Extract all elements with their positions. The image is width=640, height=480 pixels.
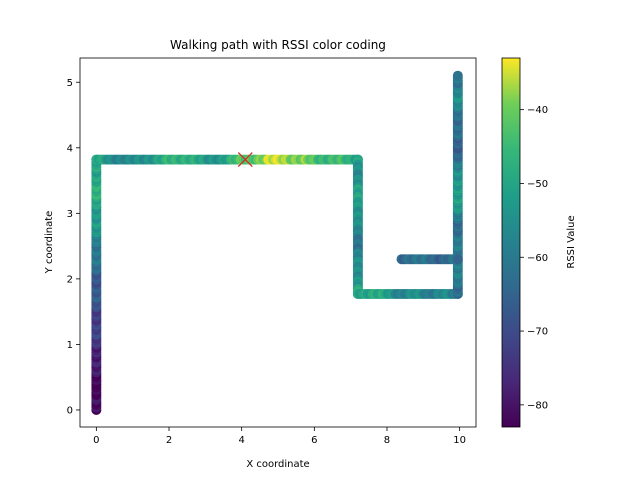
x-tick-label: 6 [311, 435, 317, 446]
x-axis-label: X coordinate [246, 459, 309, 470]
x-tick-label: 0 [93, 435, 99, 446]
y-axis-label: Y coordinate [44, 211, 55, 275]
colorbar-label: RSSI Value [566, 215, 577, 268]
y-tick-label: 1 [67, 340, 73, 351]
x-tick-label: 10 [453, 435, 466, 446]
colorbar-tick-label: −80 [527, 400, 548, 411]
y-tick-label: 3 [67, 209, 73, 220]
path-points [91, 70, 463, 415]
highlight-marker-stroke [237, 152, 253, 168]
plot-area-frame [79, 57, 477, 428]
colorbar-tick-label: −60 [527, 253, 548, 264]
y-tick-label: 0 [67, 405, 73, 416]
colorbar [501, 57, 521, 428]
chart-title: Walking path with RSSI color coding [170, 38, 386, 52]
y-tick-label: 4 [67, 143, 73, 154]
x-tick-label: 8 [384, 435, 390, 446]
x-tick-label: 2 [166, 435, 172, 446]
colorbar-tick-label: −40 [527, 105, 548, 116]
x-tick-label: 4 [238, 435, 244, 446]
colorbar-tick-label: −50 [527, 179, 548, 190]
marker-layer [237, 152, 253, 168]
path-point [452, 254, 463, 265]
colorbar-tick-label: −70 [527, 327, 548, 338]
colorbar-ticks: −40 −50 −60 −70 −80 [520, 105, 548, 411]
y-tick-label: 5 [67, 78, 73, 89]
x-axis-ticks: 0 2 4 6 8 10 [93, 427, 466, 446]
y-axis-ticks: 0 1 2 3 4 5 [67, 78, 80, 416]
path-point [452, 70, 463, 81]
y-tick-label: 2 [67, 274, 73, 285]
